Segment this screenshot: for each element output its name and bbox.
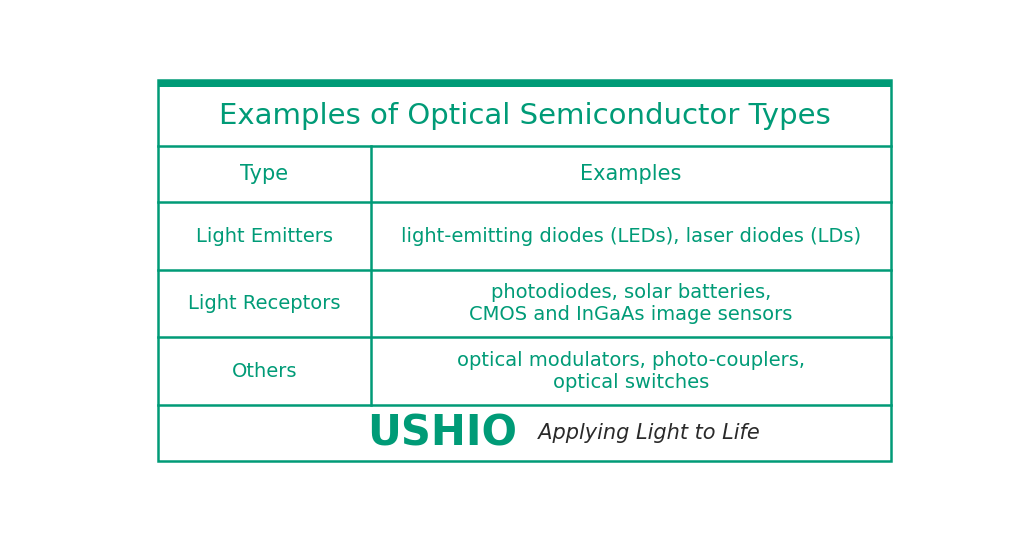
Bar	[158, 80, 892, 87]
Text: Applying Light to Life: Applying Light to Life	[524, 423, 760, 443]
Text: Light Emitters: Light Emitters	[196, 227, 333, 245]
Text: Examples: Examples	[581, 164, 682, 184]
Text: light-emitting diodes (LEDs), laser diodes (LDs): light-emitting diodes (LEDs), laser diod…	[401, 227, 861, 245]
Text: Type: Type	[241, 164, 289, 184]
Text: Others: Others	[231, 362, 297, 381]
Text: Light Receptors: Light Receptors	[188, 294, 341, 313]
Text: optical modulators, photo-couplers,
optical switches: optical modulators, photo-couplers, opti…	[457, 351, 805, 392]
Text: Examples of Optical Semiconductor Types: Examples of Optical Semiconductor Types	[219, 102, 830, 130]
Text: photodiodes, solar batteries,
CMOS and InGaAs image sensors: photodiodes, solar batteries, CMOS and I…	[469, 283, 793, 324]
Text: USHIO: USHIO	[367, 412, 517, 454]
